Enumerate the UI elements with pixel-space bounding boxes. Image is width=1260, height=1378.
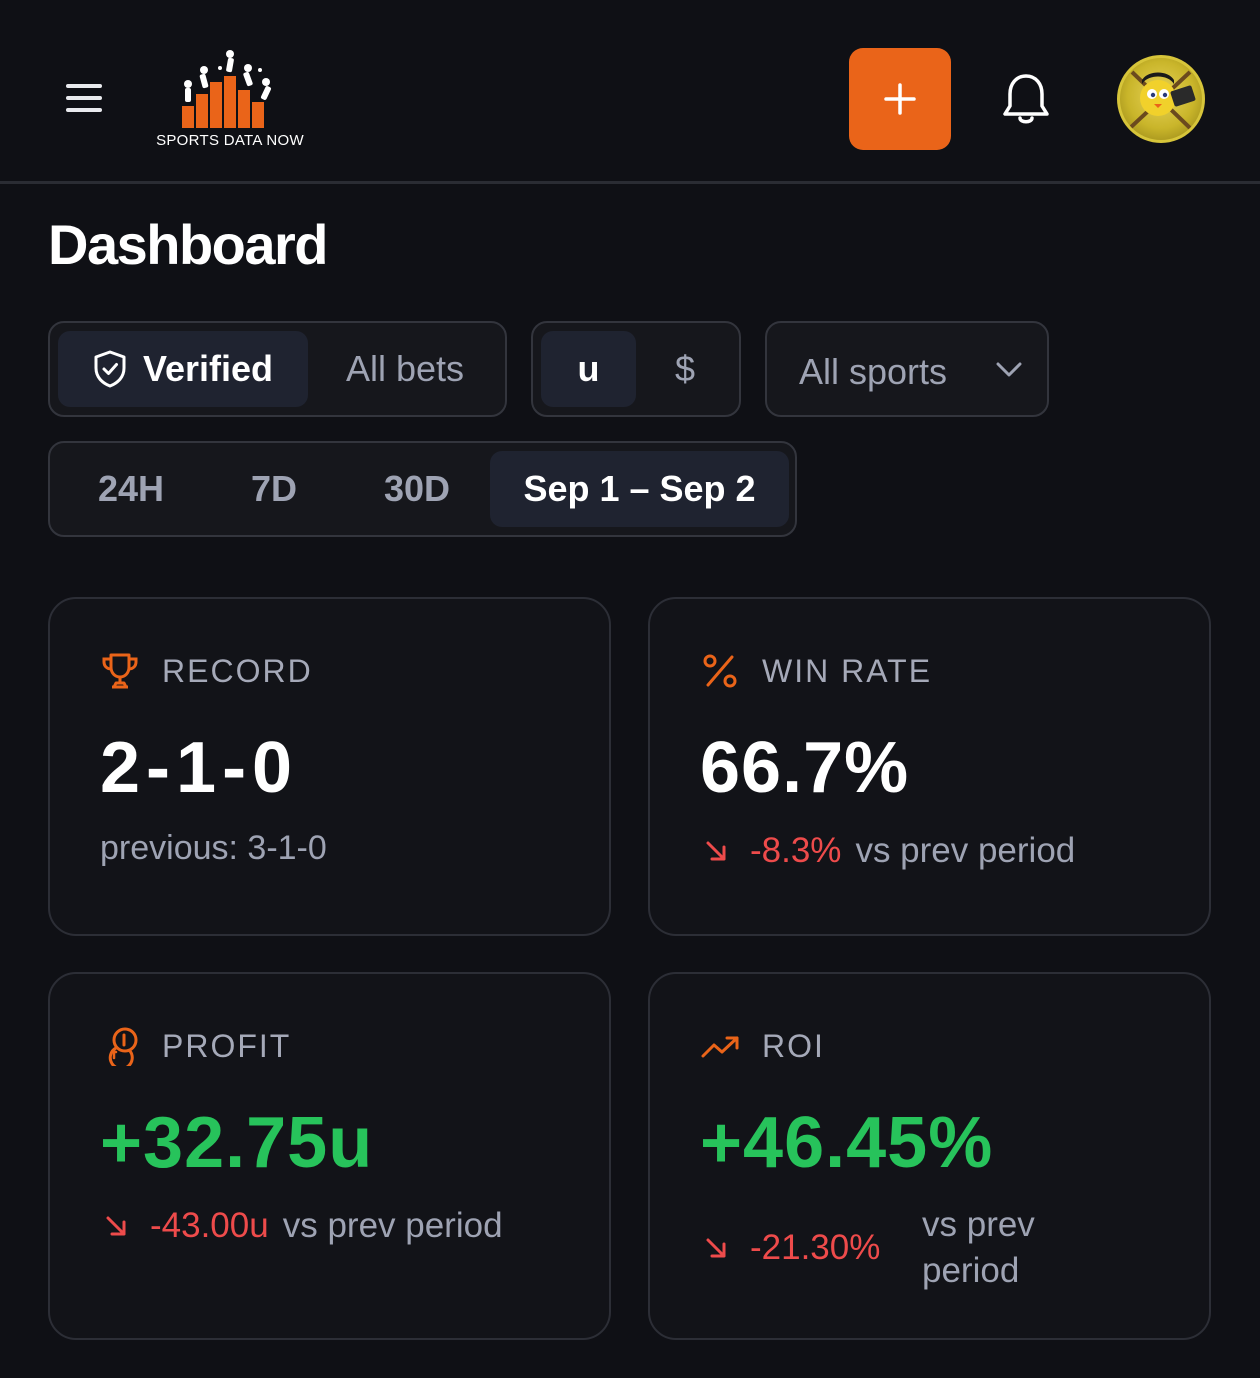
profit-card: PROFIT +32.75u -43.00u vs prev period (48, 972, 611, 1340)
roi-vs-text: vs prev period (922, 1202, 1035, 1294)
roi-card-header: ROI (700, 1026, 825, 1066)
menu-icon[interactable] (60, 76, 110, 120)
add-bet-button[interactable] (849, 48, 951, 150)
win-rate-value: 66.7% (700, 728, 910, 808)
record-card-header: RECORD (100, 651, 313, 691)
shield-check-icon (94, 350, 126, 388)
roi-label: ROI (762, 1027, 825, 1064)
user-avatar[interactable] (1117, 55, 1205, 143)
verified-tab[interactable]: Verified (58, 331, 308, 407)
period-24h-tab[interactable]: 24H (97, 468, 165, 509)
record-label: RECORD (162, 652, 313, 689)
plus-icon (884, 83, 916, 115)
notifications-button[interactable] (998, 70, 1054, 130)
coins-icon (108, 1027, 138, 1066)
trending-up-icon (701, 1036, 739, 1058)
percent-icon (703, 654, 737, 688)
record-value: 2-1-0 (100, 728, 299, 808)
period-custom-tab[interactable]: Sep 1 – Sep 2 (490, 451, 789, 527)
bell-icon (1003, 74, 1049, 124)
profit-value: +32.75u (100, 1103, 374, 1183)
win-rate-card: WIN RATE 66.7% -8.3% vs prev period (648, 597, 1211, 936)
win-rate-delta-value: -8.3% (750, 831, 842, 870)
sport-select-value: All sports (799, 351, 948, 392)
verified-label: Verified (142, 348, 274, 389)
roi-vs-line2: period (922, 1251, 1020, 1290)
sport-select[interactable]: All sports (765, 321, 1049, 417)
win-rate-card-header: WIN RATE (700, 651, 932, 691)
sports-data-now-logo[interactable]: SPORTS DATA NOW (150, 46, 310, 156)
units-tab[interactable]: u (541, 331, 636, 407)
period-7d-tab[interactable]: 7D (250, 468, 298, 509)
profit-vs-text: vs prev period (282, 1206, 503, 1245)
period-30d-tab[interactable]: 30D (383, 468, 451, 509)
arrow-down-right-icon (706, 1238, 726, 1258)
page-title: Dashboard (48, 213, 329, 276)
dollars-tab[interactable]: $ (674, 348, 696, 389)
top-header: SPORTS DATA NOW (0, 0, 1260, 184)
roi-delta-value: -21.30% (750, 1228, 881, 1267)
avatar-image (1128, 70, 1196, 130)
profit-delta: -43.00u vs prev period (104, 1206, 503, 1246)
win-rate-delta: -8.3% vs prev period (704, 831, 1075, 871)
chevron-down-icon (996, 362, 1022, 377)
win-rate-vs-text: vs prev period (855, 831, 1076, 870)
roi-value: +46.45% (700, 1103, 994, 1183)
roi-delta: -21.30% (704, 1228, 894, 1268)
all-bets-tab[interactable]: All bets (312, 331, 498, 407)
unit-toggle: u $ (531, 321, 741, 417)
logo-text: SPORTS DATA NOW (156, 132, 304, 149)
record-previous: previous: 3-1-0 (100, 829, 327, 867)
record-card: RECORD 2-1-0 previous: 3-1-0 (48, 597, 611, 936)
arrow-down-right-icon (106, 1216, 126, 1236)
roi-card: ROI +46.45% -21.30% vs prev period (648, 972, 1211, 1340)
profit-label: PROFIT (162, 1027, 292, 1064)
all-bets-label: All bets (345, 348, 465, 389)
roi-vs-line1: vs prev (922, 1205, 1035, 1244)
profit-card-header: PROFIT (100, 1026, 291, 1066)
win-rate-label: WIN RATE (762, 652, 933, 689)
profit-delta-value: -43.00u (150, 1206, 269, 1245)
arrow-down-right-icon (706, 841, 726, 861)
bet-type-toggle: Verified All bets (48, 321, 507, 417)
period-toggle: 24H 7D 30D Sep 1 – Sep 2 (48, 441, 797, 537)
trophy-icon (102, 653, 138, 689)
logo-graphic (182, 50, 272, 128)
